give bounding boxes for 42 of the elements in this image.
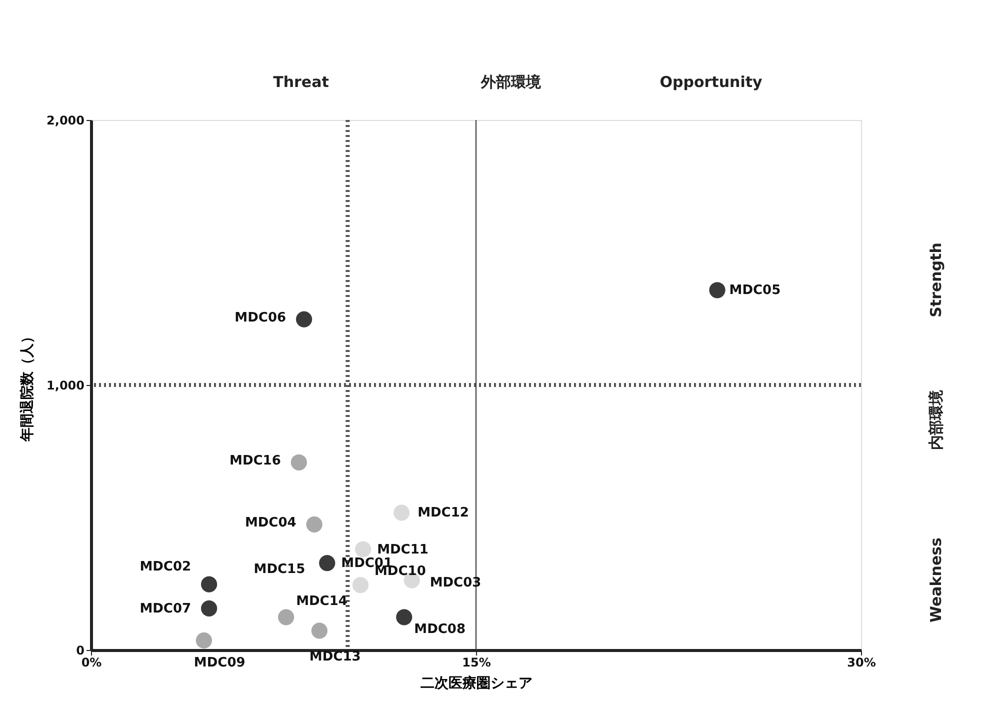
data-label: MDC07: [140, 601, 192, 616]
text: Opportunity: [660, 73, 762, 91]
point: [201, 600, 218, 616]
data-label: MDC02: [140, 559, 192, 574]
data-label: MDC14: [296, 594, 348, 610]
x-tick-label: 0%: [81, 656, 102, 670]
data-label: MDC16: [230, 453, 281, 468]
point: [196, 632, 212, 649]
data-label: MDC12: [418, 506, 469, 521]
y-tick-label: 1,000: [46, 378, 84, 392]
text: 内部環境: [927, 389, 945, 450]
data-label: MDC10: [374, 564, 426, 580]
x-tick-label: 15%: [462, 656, 491, 670]
y-axis-title: 年間退院数（人）: [18, 330, 36, 442]
data-label: MDC06: [234, 310, 286, 326]
data-label: MDC08: [414, 622, 466, 638]
point: [311, 622, 328, 639]
data-label: MDC11: [377, 542, 428, 558]
text: Weakness: [927, 537, 945, 622]
data-label: MDC05: [729, 283, 781, 298]
point: [352, 577, 369, 594]
text: Threat: [273, 73, 329, 91]
data-label: MDC13: [309, 650, 361, 665]
data-label: MDC04: [244, 515, 296, 530]
point: [201, 576, 218, 592]
text: Strength: [927, 242, 945, 318]
point: [319, 555, 336, 572]
annotation: MDC15: [254, 562, 306, 578]
y-tick-label: 2,000: [46, 114, 84, 128]
point: [306, 516, 322, 532]
point: [290, 454, 307, 470]
data-label: MDC09: [194, 655, 246, 670]
point: [278, 609, 294, 626]
point: [396, 609, 412, 626]
point: [394, 504, 410, 521]
x-axis-title: 二次医療圏シェア: [420, 674, 532, 692]
text: 外部環境: [480, 73, 542, 91]
point: [355, 541, 372, 558]
point: [296, 311, 312, 328]
x-tick-label: 30%: [847, 656, 876, 670]
y-tick-label: 0: [76, 644, 84, 658]
point: [709, 282, 726, 298]
